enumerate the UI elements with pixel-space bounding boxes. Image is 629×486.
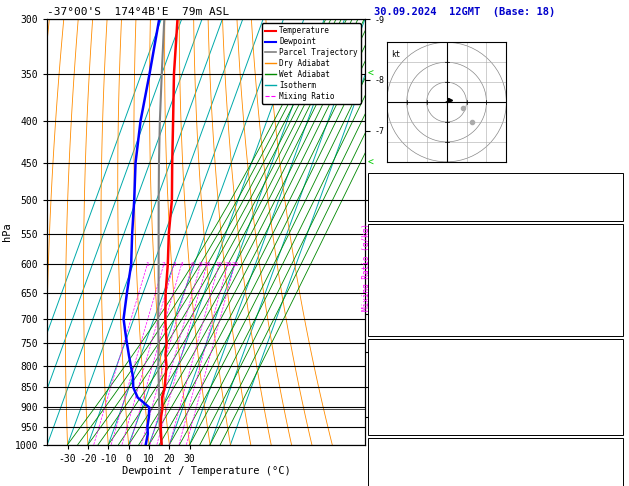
Text: 8.4: 8.4	[602, 259, 620, 269]
Text: 1016: 1016	[596, 358, 620, 368]
Text: <: <	[368, 157, 374, 168]
X-axis label: Dewpoint / Temperature (°C): Dewpoint / Temperature (°C)	[121, 467, 291, 476]
Text: Surface: Surface	[477, 227, 514, 237]
Text: 0: 0	[614, 323, 620, 333]
Text: 20: 20	[224, 262, 231, 267]
Text: CAPE (J): CAPE (J)	[371, 307, 418, 317]
Text: Dewp (°C): Dewp (°C)	[371, 259, 424, 269]
Text: LCL: LCL	[368, 405, 382, 414]
Text: K: K	[371, 176, 377, 186]
Text: 25: 25	[231, 262, 238, 267]
Y-axis label: km
ASL: km ASL	[405, 232, 420, 251]
Text: Hodograph: Hodograph	[471, 442, 520, 451]
Text: SREH: SREH	[371, 473, 394, 484]
Text: kt: kt	[391, 50, 400, 59]
Text: Lifted Index: Lifted Index	[371, 390, 442, 400]
Text: 1.23: 1.23	[596, 208, 620, 218]
Text: -37°00'S  174°4B'E  79m ASL: -37°00'S 174°4B'E 79m ASL	[47, 7, 230, 17]
Text: <: <	[368, 69, 374, 79]
Y-axis label: hPa: hPa	[2, 223, 12, 242]
Text: Totals Totals: Totals Totals	[371, 192, 447, 202]
Legend: Temperature, Dewpoint, Parcel Trajectory, Dry Adiabat, Wet Adiabat, Isotherm, Mi: Temperature, Dewpoint, Parcel Trajectory…	[262, 23, 361, 104]
Text: <: <	[368, 382, 374, 392]
Text: Mixing Ratio (g/kg): Mixing Ratio (g/kg)	[362, 224, 371, 311]
Text: CAPE (J): CAPE (J)	[371, 406, 418, 417]
Text: 10: 10	[203, 262, 211, 267]
Text: 307: 307	[602, 275, 620, 285]
Text: <: <	[368, 421, 374, 432]
Text: 307: 307	[602, 374, 620, 384]
Text: 16.2: 16.2	[596, 243, 620, 253]
Text: CIN (J): CIN (J)	[371, 323, 412, 333]
Text: 19: 19	[608, 457, 620, 468]
Text: © weatheronline.co.uk: © weatheronline.co.uk	[374, 472, 479, 481]
Text: <: <	[368, 228, 374, 239]
Text: CIN (J): CIN (J)	[371, 422, 412, 433]
Text: 1: 1	[145, 262, 149, 267]
Text: 3: 3	[172, 262, 176, 267]
Text: PW (cm): PW (cm)	[371, 208, 412, 218]
Text: 9: 9	[614, 291, 620, 301]
Text: 15: 15	[215, 262, 223, 267]
Text: -15: -15	[602, 176, 620, 186]
Text: Most Unstable: Most Unstable	[460, 343, 530, 352]
Text: 0: 0	[614, 307, 620, 317]
Text: 34: 34	[608, 192, 620, 202]
Text: 2: 2	[162, 262, 165, 267]
Text: 30.09.2024  12GMT  (Base: 18): 30.09.2024 12GMT (Base: 18)	[374, 7, 555, 17]
Text: 0: 0	[614, 406, 620, 417]
Text: EH: EH	[371, 457, 383, 468]
Text: <: <	[368, 338, 374, 348]
Text: 8: 8	[199, 262, 203, 267]
Text: Lifted Index: Lifted Index	[371, 291, 442, 301]
Text: 4: 4	[180, 262, 184, 267]
Text: 18: 18	[608, 473, 620, 484]
Text: 9: 9	[614, 390, 620, 400]
Text: θe (K): θe (K)	[371, 374, 406, 384]
Text: θe(K): θe(K)	[371, 275, 401, 285]
Text: Temp (°C): Temp (°C)	[371, 243, 424, 253]
Text: <: <	[368, 288, 374, 297]
Text: 0: 0	[614, 422, 620, 433]
Text: Pressure (mb): Pressure (mb)	[371, 358, 447, 368]
Text: 6: 6	[191, 262, 194, 267]
